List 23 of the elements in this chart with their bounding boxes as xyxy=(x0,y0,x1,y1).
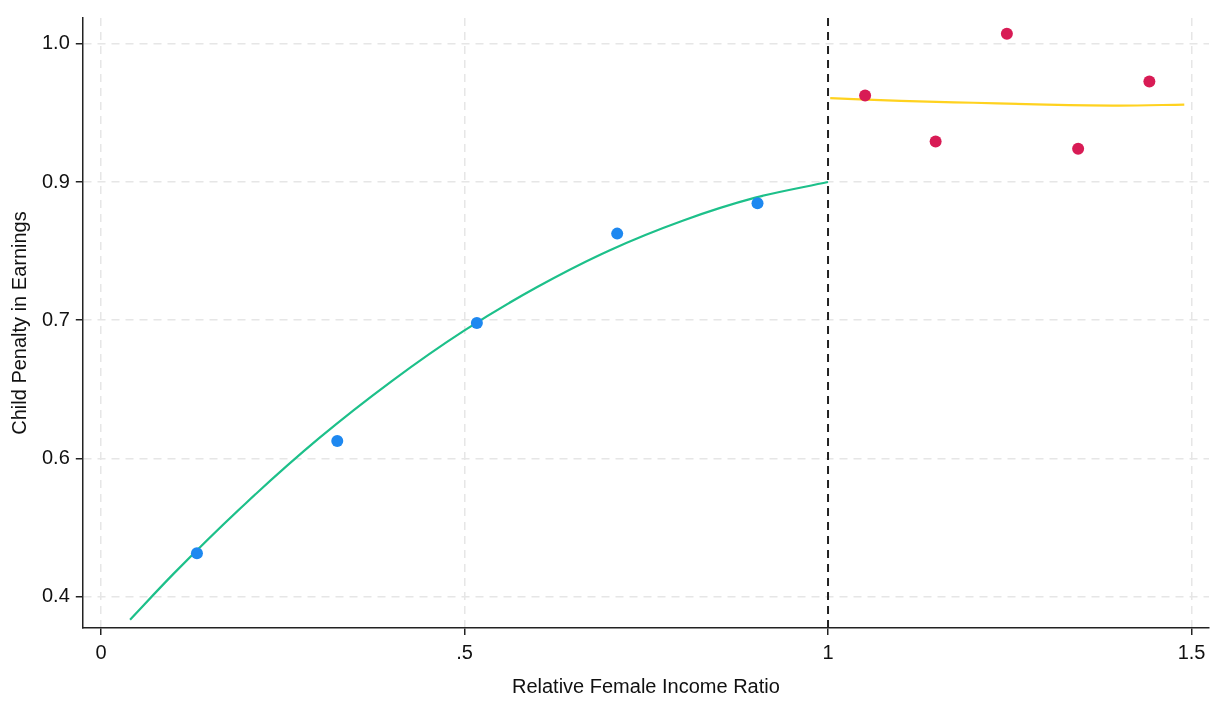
point xyxy=(611,227,624,240)
point xyxy=(190,547,203,560)
x-tick-label: .5 xyxy=(456,640,473,663)
x-tick-label: 0 xyxy=(95,640,107,663)
point xyxy=(751,197,764,210)
x-axis-title: Relative Female Income Ratio xyxy=(511,674,780,697)
point xyxy=(859,89,872,102)
line-series xyxy=(128,180,830,621)
y-tick-label: 0.6 xyxy=(41,445,70,468)
y-tick-label: 1.0 xyxy=(41,31,70,54)
point xyxy=(1143,75,1156,88)
point xyxy=(470,317,483,329)
point xyxy=(331,434,344,447)
y-tick-label: 0.9 xyxy=(41,169,70,192)
y-tick-label: 0.4 xyxy=(41,584,70,607)
y-tick-label: 0.7 xyxy=(41,307,70,330)
line-series xyxy=(829,97,1186,107)
y-axis-title: Child Penalty in Earnings xyxy=(7,211,30,435)
x-tick-label: 1.5 xyxy=(1177,640,1206,663)
point xyxy=(1000,27,1013,40)
x-tick-label: 1 xyxy=(822,640,834,663)
point xyxy=(929,135,942,148)
point xyxy=(1072,142,1085,155)
